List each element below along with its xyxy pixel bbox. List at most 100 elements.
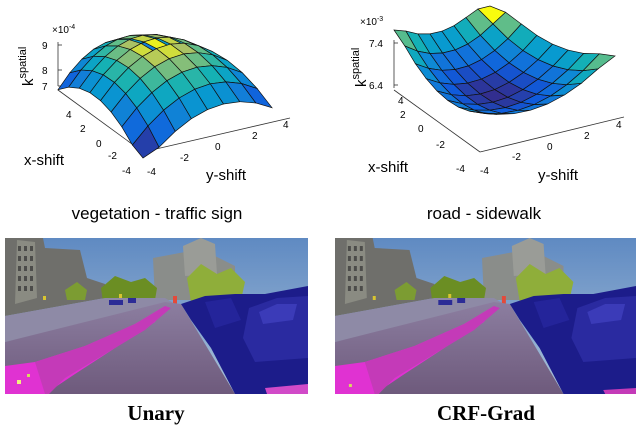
x-tick-label: -2	[436, 140, 445, 151]
sidewalk-noise	[265, 384, 308, 394]
traffic-sign	[119, 294, 122, 298]
vegetation-region	[187, 264, 245, 302]
x-tick-label: -4	[456, 164, 465, 175]
y-axis-label: y-shift	[538, 167, 579, 184]
building-window	[347, 286, 351, 291]
segmentation-panel-unary	[5, 238, 308, 394]
y-tick-label: -2	[180, 153, 189, 164]
pole-region	[173, 296, 177, 308]
x-tick-label: 4	[66, 110, 72, 121]
y-axis-line	[142, 117, 291, 153]
z-tick-label: 6.4	[369, 81, 383, 92]
x-axis-label: x-shift	[24, 152, 65, 169]
building-window	[30, 256, 33, 261]
noise-blob	[17, 380, 21, 384]
building-window	[30, 246, 33, 251]
terrain-region	[5, 298, 175, 342]
tower-region	[511, 238, 546, 276]
building-window	[353, 246, 357, 251]
sidewalk-noise	[603, 388, 636, 394]
z-tick-label: 7.4	[369, 39, 383, 50]
x-tick-label: 2	[400, 110, 406, 121]
y-tick-label: 0	[547, 142, 553, 153]
y-axis-line	[479, 116, 625, 153]
x-tick-label: 0	[418, 124, 424, 135]
z-axis-label: kspatial	[350, 48, 370, 87]
surface-plot-vegetation-traffic-sign: ×10-4 9 8 7 kspatial 4 2 0 -2 -4 x-shift…	[17, 24, 291, 223]
car-window	[259, 304, 297, 324]
building-window	[347, 246, 351, 251]
building-window	[24, 286, 27, 291]
terrain-region	[335, 298, 504, 342]
building-window	[353, 286, 357, 291]
x-tick-label: 4	[398, 96, 404, 107]
vegetation-region	[65, 282, 87, 300]
x-tick-label: -2	[108, 151, 117, 162]
building-window	[347, 256, 351, 261]
vegetation-region	[430, 276, 486, 302]
building-window	[18, 246, 21, 251]
y-tick-label: 2	[584, 131, 590, 142]
vegetation-region	[101, 276, 157, 302]
car-window	[587, 304, 626, 324]
y-tick-label: 4	[616, 120, 622, 131]
building-window	[359, 256, 363, 261]
y-tick-label: -2	[512, 152, 521, 163]
sidewalk-edge	[364, 306, 500, 394]
building-window	[18, 256, 21, 261]
car-region	[128, 298, 136, 303]
y-tick-label: 0	[215, 142, 221, 153]
building-window	[353, 276, 357, 281]
building-window	[359, 286, 363, 291]
z-axis-label: kspatial	[17, 47, 37, 86]
pole-region	[501, 296, 506, 308]
x-tick-label: 2	[80, 124, 86, 135]
z-tick-label: 7	[42, 82, 48, 93]
car-body	[533, 298, 570, 328]
z-tick-label: 9	[42, 41, 48, 52]
plot-caption: vegetation - traffic sign	[72, 204, 243, 223]
y-tick-label: -4	[147, 167, 156, 178]
building-window	[30, 266, 33, 271]
building-window	[347, 266, 351, 271]
traffic-sign	[372, 296, 376, 300]
x-axis-line	[393, 89, 481, 153]
surface-mesh	[393, 5, 616, 115]
surface-plot-road-sidewalk: ×10-3 7.4 6.4 kspatial 4 2 0 -2 -4 x-shi…	[350, 5, 625, 223]
car-region	[109, 300, 123, 305]
car-region	[457, 298, 466, 303]
tower-region	[183, 238, 217, 276]
noise-blob	[27, 374, 30, 377]
segmentation-panel-crf-grad	[335, 238, 636, 394]
building-window	[353, 266, 357, 271]
building-window	[359, 276, 363, 281]
traffic-sign	[43, 296, 46, 300]
building-window	[30, 276, 33, 281]
traffic-sign	[448, 294, 452, 298]
x-axis-line	[57, 89, 144, 153]
building-window	[359, 266, 363, 271]
building-window	[24, 266, 27, 271]
car-body	[205, 298, 241, 328]
car-region	[438, 300, 453, 305]
x-tick-label: 0	[96, 139, 102, 150]
surface-mesh	[57, 34, 273, 159]
plot-caption: road - sidewalk	[427, 204, 542, 223]
building-window	[18, 286, 21, 291]
building-window	[30, 286, 33, 291]
building-window	[24, 256, 27, 261]
x-tick-label: -4	[122, 166, 131, 177]
z-tick-label: 8	[42, 66, 48, 77]
y-tick-label: -4	[480, 166, 489, 177]
vegetation-region	[515, 264, 574, 302]
building-window	[359, 246, 363, 251]
building-window	[24, 246, 27, 251]
vegetation-region	[394, 282, 417, 300]
panel-caption-crf-grad: CRF-Grad	[437, 401, 535, 425]
z-axis-exponent: ×10-3	[360, 16, 383, 28]
y-axis-label: y-shift	[206, 167, 247, 184]
building-window	[18, 266, 21, 271]
mesh-face	[240, 82, 273, 109]
building-window	[353, 256, 357, 261]
noise-blob	[348, 384, 352, 387]
